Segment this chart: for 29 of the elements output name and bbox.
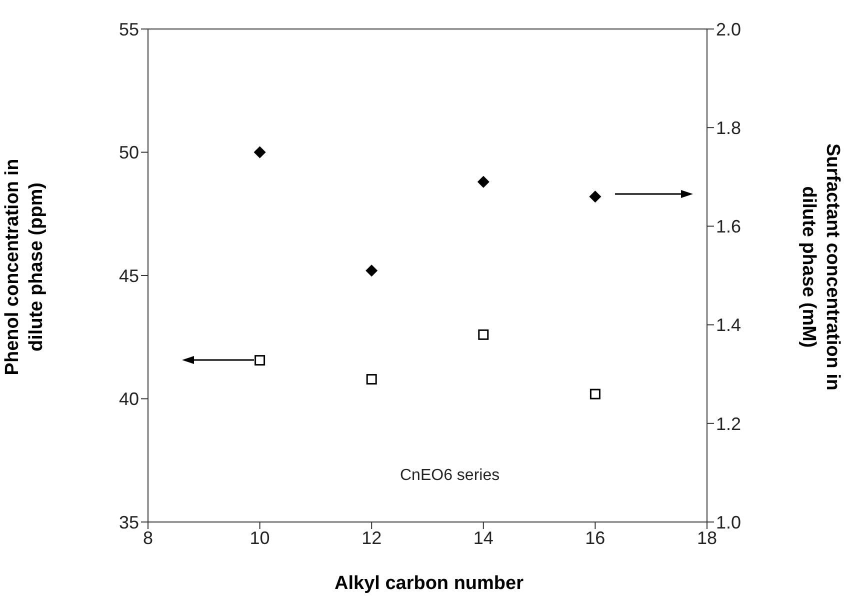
y2-tick-label: 1.2 <box>716 414 742 434</box>
y2-tick-label: 1.0 <box>716 512 742 532</box>
y-tick-label: 45 <box>118 266 139 286</box>
x-tick-label: 10 <box>250 528 270 548</box>
x-tick-label: 16 <box>585 528 606 548</box>
x-axis-title: Alkyl carbon number <box>334 573 524 595</box>
x-tick-label: 14 <box>473 528 494 548</box>
point <box>589 190 602 203</box>
y2-axis-title: Surfactant concentration in dilute phase (mM) <box>797 142 844 393</box>
x-tick-label: 18 <box>696 528 718 548</box>
annotation: CnEO6 series <box>400 467 500 485</box>
y-tick-label: 55 <box>118 19 139 40</box>
x-tick-label: 12 <box>362 528 382 548</box>
point <box>366 374 377 385</box>
y-axis-title: Phenol concentration in dilute phase (ppm) <box>1 158 48 378</box>
point <box>366 264 378 277</box>
point <box>478 329 489 340</box>
x-tick-label: 8 <box>142 528 154 548</box>
y-tick-label: 40 <box>118 389 139 410</box>
y-tick-label: 50 <box>118 142 139 163</box>
point <box>477 176 490 188</box>
y2-tick-label: 2.0 <box>716 19 742 40</box>
y2-tick-label: 1.4 <box>716 315 742 336</box>
y2-tick-label: 1.6 <box>716 216 742 237</box>
y2-tick-label: 1.8 <box>716 118 742 138</box>
y-tick-label: 35 <box>118 512 139 532</box>
point <box>590 388 600 400</box>
point <box>254 355 266 366</box>
point <box>254 146 266 158</box>
